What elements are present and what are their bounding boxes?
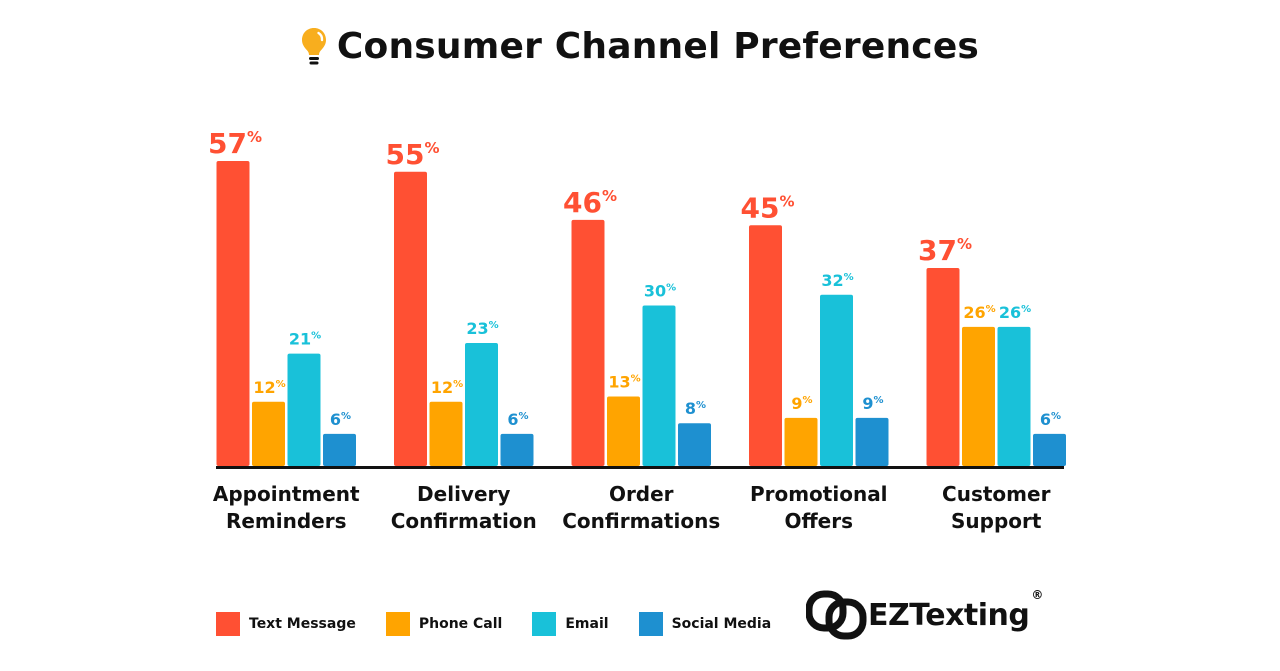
legend-item: Social Media bbox=[638, 612, 772, 636]
bar-email-1 bbox=[465, 342, 498, 466]
category-label: Promotional bbox=[750, 482, 888, 506]
data-label: 45% bbox=[741, 191, 795, 224]
data-label: 30% bbox=[644, 282, 676, 301]
legend-label: Text Message bbox=[249, 616, 356, 632]
bar-text-message-1 bbox=[394, 171, 427, 466]
data-label: 12% bbox=[431, 378, 463, 397]
data-label: 6% bbox=[1040, 410, 1061, 429]
data-label: 23% bbox=[466, 319, 498, 338]
bar-phone-call-1 bbox=[429, 401, 463, 466]
data-label: 46% bbox=[563, 186, 617, 219]
data-label: 26% bbox=[963, 303, 995, 322]
data-label: 6% bbox=[330, 410, 351, 429]
brand-logo: EZTexting® bbox=[806, 587, 1043, 640]
data-label: 9% bbox=[791, 394, 812, 413]
legend-item: Phone Call bbox=[385, 612, 503, 636]
bar-social-media-0 bbox=[323, 433, 356, 466]
bar-email-4 bbox=[997, 326, 1031, 466]
category-label: Reminders bbox=[226, 509, 347, 533]
category-label: Offers bbox=[784, 509, 853, 533]
bar-phone-call-2 bbox=[607, 396, 640, 466]
legend: Text Message Phone Call Email Social Media bbox=[216, 612, 801, 636]
lightbulb-icon bbox=[301, 27, 326, 64]
data-label: 21% bbox=[289, 330, 321, 349]
data-label: 57% bbox=[208, 127, 262, 160]
bar-phone-call-0 bbox=[252, 401, 285, 466]
data-label: 6% bbox=[507, 410, 528, 429]
bar-text-message-2 bbox=[571, 219, 605, 466]
category-label: Appointment bbox=[213, 482, 360, 506]
bar-email-2 bbox=[642, 305, 676, 466]
bar-text-message-4 bbox=[926, 268, 960, 466]
data-label: 37% bbox=[918, 234, 972, 267]
category-label: Delivery bbox=[417, 482, 510, 506]
data-label: 32% bbox=[821, 271, 853, 290]
legend-label: Email bbox=[565, 616, 609, 632]
data-label: 26% bbox=[999, 303, 1031, 322]
legend-swatch bbox=[638, 612, 663, 636]
legend-label: Phone Call bbox=[418, 616, 503, 632]
legend-swatch bbox=[532, 612, 557, 636]
bar-phone-call-4 bbox=[962, 326, 995, 466]
bar-email-3 bbox=[820, 294, 853, 466]
bar-phone-call-3 bbox=[784, 417, 818, 466]
chart-title: Consumer Channel Preferences bbox=[336, 26, 980, 67]
category-label: Order bbox=[609, 482, 674, 506]
category-label: Confirmation bbox=[391, 509, 537, 533]
bar-social-media-3 bbox=[855, 417, 889, 466]
title-area: Consumer Channel Preferences bbox=[0, 26, 1280, 71]
legend-item: Text Message bbox=[216, 612, 356, 636]
data-label: 55% bbox=[386, 138, 440, 171]
category-label: Customer bbox=[942, 482, 1051, 506]
legend-swatch bbox=[385, 612, 410, 636]
bar-text-message-3 bbox=[749, 225, 782, 466]
bar-social-media-4 bbox=[1033, 433, 1066, 466]
data-label: 12% bbox=[253, 378, 285, 397]
legend-swatch bbox=[216, 612, 240, 636]
legend-item: Email bbox=[532, 612, 609, 636]
category-label: Confirmations bbox=[562, 509, 720, 533]
bar-email-0 bbox=[287, 353, 321, 466]
category-label: Support bbox=[951, 509, 1042, 533]
data-label: 13% bbox=[608, 372, 640, 391]
legend-label: Social Media bbox=[671, 616, 772, 632]
bar-social-media-2 bbox=[678, 423, 711, 466]
data-label: 8% bbox=[685, 399, 706, 418]
bar-text-message-0 bbox=[216, 161, 250, 467]
brand-name: EZTexting® bbox=[868, 587, 1043, 633]
chain-link-icon bbox=[806, 590, 867, 640]
data-label: 9% bbox=[862, 394, 883, 413]
bar-social-media-1 bbox=[500, 433, 534, 466]
